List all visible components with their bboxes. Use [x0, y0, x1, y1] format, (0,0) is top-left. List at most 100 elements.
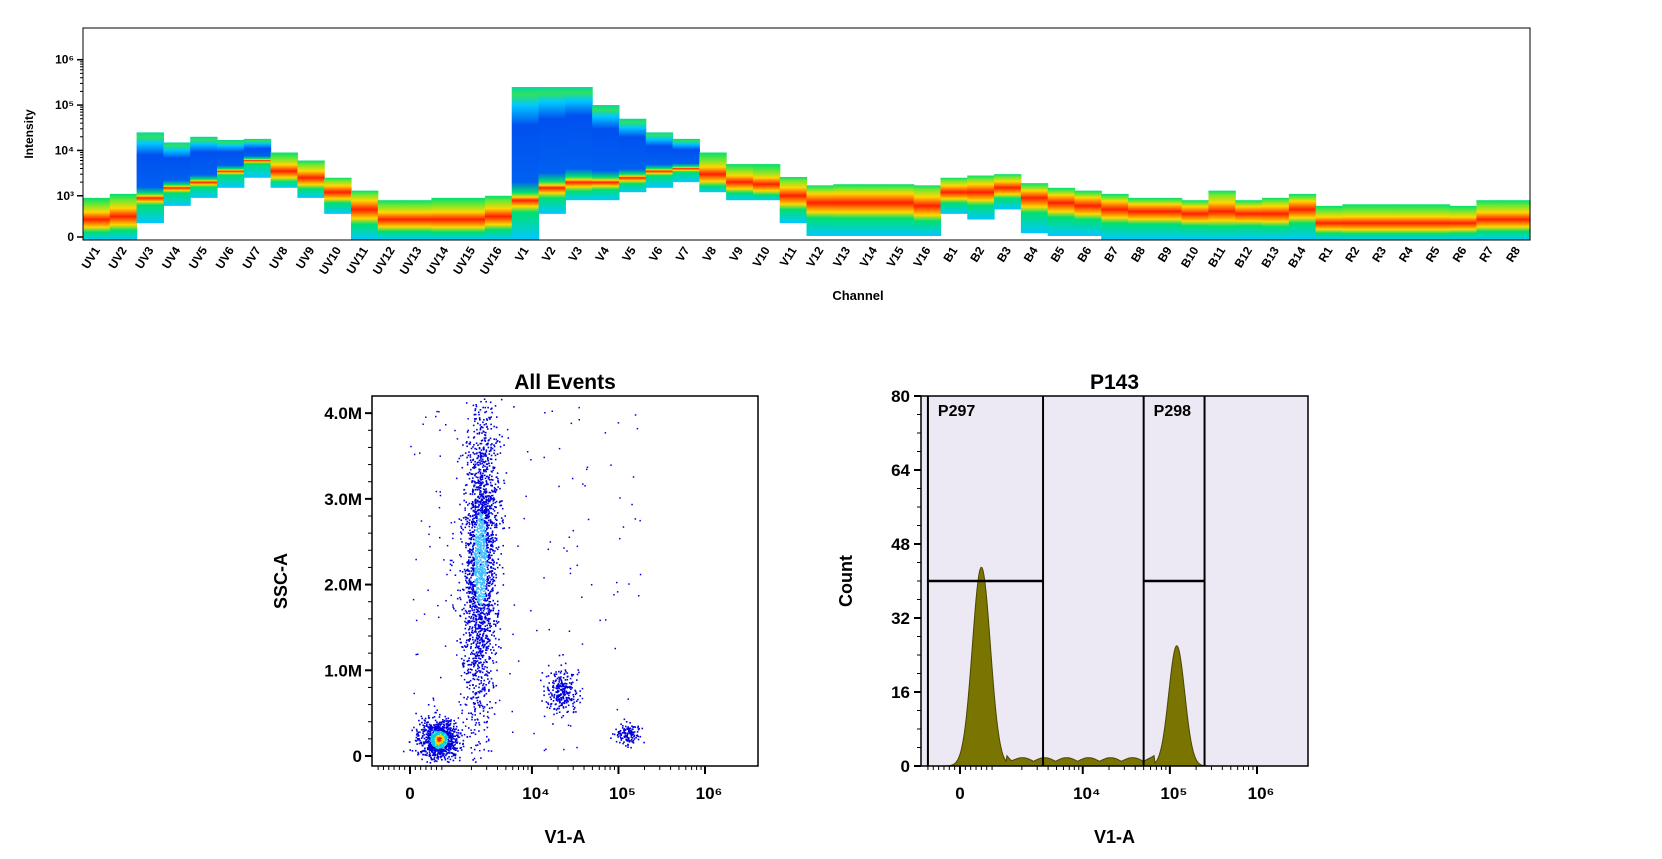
- scatter-point: [490, 670, 492, 672]
- scatter-point: [525, 495, 527, 498]
- scatter-point: [487, 619, 489, 621]
- scatter-point: [620, 736, 622, 739]
- scatter-point: [434, 754, 436, 757]
- scatter-point: [425, 754, 428, 756]
- heat-column: [886, 184, 915, 236]
- scatter-point: [468, 513, 470, 515]
- scatter-point: [482, 688, 484, 690]
- scatter-point: [481, 677, 483, 679]
- scatter-point: [459, 638, 461, 640]
- scatter-point: [472, 673, 474, 676]
- scatter-point: [469, 560, 472, 563]
- scatter-point: [475, 608, 478, 610]
- scatter-point: [475, 482, 477, 484]
- scatter-point: [471, 589, 474, 591]
- scatter-point: [479, 454, 482, 457]
- scatter-point: [475, 744, 477, 747]
- scatter-point: [480, 561, 483, 564]
- scatter-point: [476, 642, 479, 644]
- scatter-point: [468, 712, 470, 715]
- scatter-point: [558, 687, 560, 690]
- scatter-point: [488, 515, 491, 517]
- scatter-point: [478, 560, 481, 563]
- scatter-point: [472, 524, 474, 526]
- x-tick-label: 0: [405, 784, 414, 803]
- scatter-point: [443, 733, 445, 735]
- scatter-point: [484, 514, 487, 516]
- scatter-point: [477, 547, 480, 549]
- scatter-point: [637, 735, 640, 738]
- scatter-point: [483, 470, 485, 473]
- scatter-point: [489, 622, 491, 625]
- channel-tick-label: V3: [566, 244, 586, 264]
- scatter-point: [480, 609, 482, 611]
- heat-column: [565, 87, 593, 201]
- scatter-point: [480, 624, 482, 627]
- scatter-point: [444, 746, 446, 748]
- scatter-point: [478, 451, 481, 454]
- scatter-point: [439, 739, 441, 742]
- scatter-point: [500, 398, 503, 401]
- scatter-point: [499, 445, 502, 448]
- scatter-point: [492, 686, 495, 688]
- x-tick-label: 0: [955, 784, 964, 803]
- scatter-point: [488, 465, 491, 467]
- scatter-point: [555, 671, 557, 673]
- scatter-point: [556, 694, 558, 697]
- scatter-point: [466, 643, 469, 646]
- scatter-point: [452, 754, 455, 757]
- scatter-point: [494, 491, 497, 494]
- scatter-point: [512, 731, 514, 733]
- channel-tick-label: B6: [1074, 244, 1094, 265]
- scatter-point: [447, 744, 450, 747]
- scatter-point: [490, 583, 493, 586]
- scatter-point: [483, 748, 485, 751]
- scatter-point: [459, 742, 461, 745]
- scatter-point: [426, 740, 429, 743]
- scatter-point: [501, 566, 504, 569]
- scatter-point: [479, 583, 482, 586]
- scatter-point: [448, 724, 450, 727]
- scatter-point: [459, 503, 461, 506]
- scatter-point: [433, 760, 436, 763]
- scatter-point: [411, 729, 413, 732]
- scatter-point: [484, 597, 486, 600]
- scatter-point: [487, 483, 489, 486]
- scatter-point: [497, 546, 500, 548]
- scatter-point: [468, 523, 471, 525]
- scatter-point: [473, 592, 476, 595]
- scatter-point: [441, 755, 443, 757]
- scatter-point: [479, 473, 482, 475]
- scatter-point: [476, 611, 479, 613]
- scatter-point: [483, 679, 486, 682]
- scatter-point: [553, 682, 555, 685]
- scatter-point: [467, 436, 470, 439]
- scatter-point: [491, 504, 493, 506]
- scatter-point: [480, 588, 483, 591]
- scatter-point: [492, 579, 495, 581]
- scatter-point: [464, 604, 466, 606]
- scatter-point: [475, 472, 478, 475]
- scatter-point: [432, 726, 434, 729]
- scatter-point: [569, 572, 572, 575]
- heat-column: [913, 185, 942, 236]
- scatter-point: [482, 560, 484, 563]
- scatter-point: [456, 460, 459, 463]
- scatter-point: [481, 526, 483, 529]
- scatter-point: [558, 699, 560, 701]
- scatter-point: [430, 734, 433, 736]
- scatter-point: [490, 609, 493, 612]
- scatter-point: [468, 543, 470, 545]
- scatter-point: [439, 491, 441, 493]
- scatter-point: [491, 513, 494, 515]
- scatter-point: [471, 718, 473, 721]
- scatter-point: [469, 534, 472, 536]
- scatter-point: [576, 545, 579, 548]
- scatter-point: [426, 731, 429, 733]
- scatter-point: [429, 738, 431, 740]
- scatter-point: [479, 493, 481, 496]
- scatter-point: [445, 730, 448, 733]
- scatter-point: [493, 467, 495, 470]
- scatter-point: [554, 675, 556, 678]
